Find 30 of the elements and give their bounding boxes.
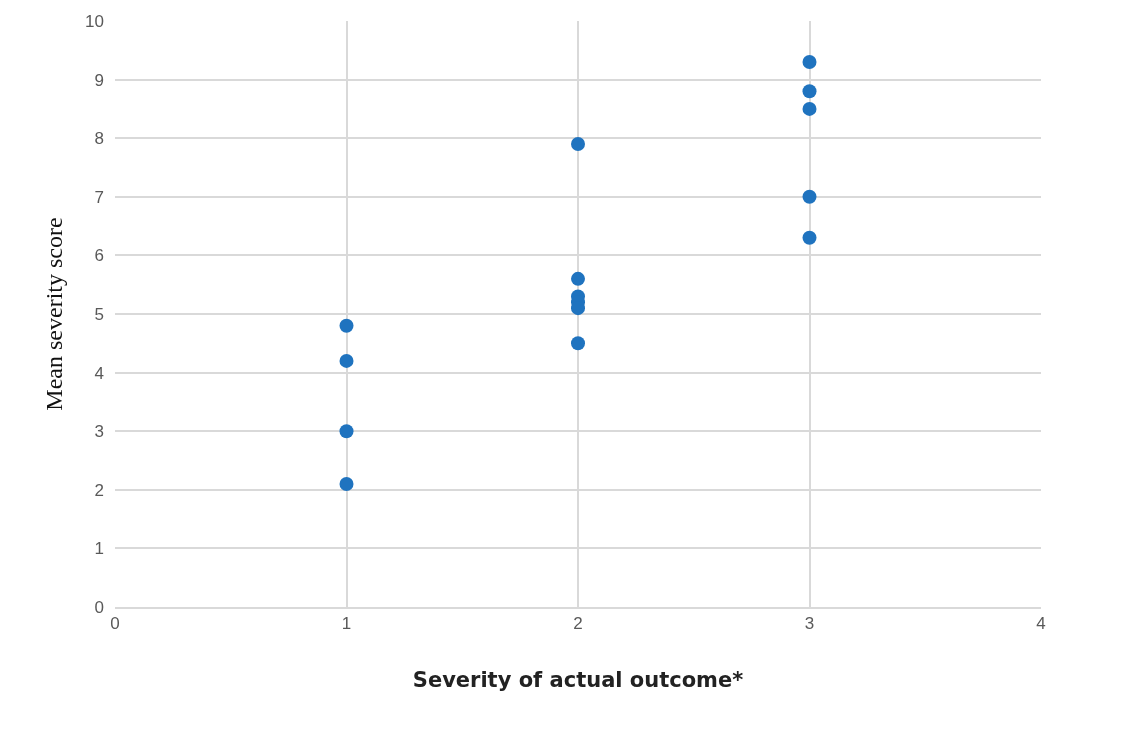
y-tick-label: 0: [94, 597, 104, 617]
y-tick-label: 4: [94, 363, 104, 383]
x-tick-label: 2: [573, 614, 583, 634]
y-tick-label: 8: [94, 129, 104, 149]
point: [571, 336, 585, 351]
point: [802, 101, 817, 116]
x-tick-label: 1: [341, 614, 352, 634]
point: [802, 84, 817, 99]
y-tick-label: 2: [94, 480, 104, 500]
x-axis-title: Severity of actual outcome*: [412, 668, 744, 693]
x-tick-label: 3: [804, 614, 815, 634]
point: [802, 55, 817, 70]
x-tick-label: 0: [110, 614, 120, 634]
x-tick-label: 4: [1036, 614, 1046, 634]
y-tick-label: 3: [94, 422, 104, 442]
point: [571, 137, 585, 152]
point: [571, 271, 585, 286]
y-tick-label: 6: [94, 246, 104, 266]
y-tick-label: 7: [94, 187, 104, 207]
point: [339, 318, 354, 333]
y-axis-title: Mean severity score: [41, 217, 68, 411]
point: [339, 476, 354, 491]
point: [339, 353, 354, 368]
point: [802, 189, 817, 204]
y-tick-label: 9: [94, 70, 104, 90]
y-tick-label: 10: [85, 11, 104, 31]
point: [339, 424, 354, 439]
point: [802, 230, 817, 245]
y-tick-label: 5: [94, 304, 104, 324]
y-tick-label: 1: [94, 539, 104, 559]
